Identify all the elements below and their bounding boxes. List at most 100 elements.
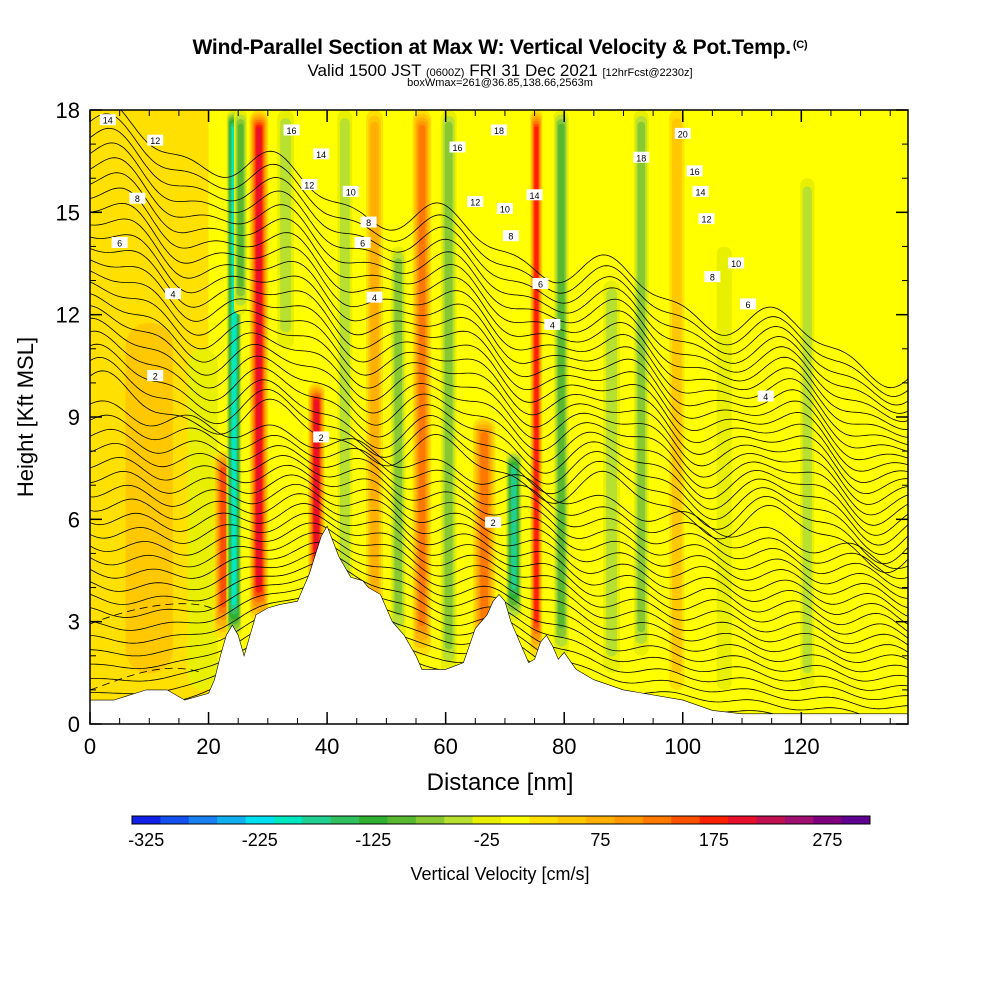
colorbar-swatch [387,816,417,824]
valid-utc: (0600Z) [425,67,465,79]
colorbar-swatch [614,816,644,824]
contour-label: 20 [674,127,691,139]
colorbar-swatch [472,816,502,824]
contour-label: 18 [491,124,507,136]
contour-label: 10 [728,257,745,269]
contour-label: 6 [111,237,128,249]
isentrope-line-dashed [90,603,216,625]
velocity-band [237,123,244,288]
contour-label: 8 [129,192,146,204]
copyright-mark: (C) [792,39,808,51]
isentrope-line [90,172,908,430]
contour-label: 2 [485,516,502,528]
contour-label-text: 16 [452,143,462,153]
contour-label-box [164,288,181,300]
isentrope-line [90,503,908,639]
y-tick-label: 18 [56,98,80,123]
colorbar-swatch [302,816,332,824]
colorbar-swatch [444,816,474,824]
isentrope-line [90,400,908,570]
contour-label: 16 [283,124,300,136]
contour-label-box [147,134,164,146]
contour-label-text: 4 [550,320,555,330]
contour-label: 2 [313,431,330,443]
isentrope-line [90,541,908,673]
isentrope-line [90,522,908,654]
velocity-band [480,431,488,627]
contour-label-text: 10 [346,187,356,197]
contour-label: 18 [633,151,650,163]
contour-label-box [692,185,709,197]
isentrope-line [90,428,908,589]
colorbar-swatch [501,816,530,824]
contour-label-box [674,127,691,139]
contour-label-box [360,216,377,228]
contour-label-text: 20 [678,129,688,139]
colorbar-swatch [217,816,247,824]
x-tick-label: 120 [783,734,820,759]
colorbar-tick-label: 275 [812,830,842,850]
contour-label: 14 [313,148,330,160]
velocity-band [716,246,732,690]
chart-title-text: Wind-Parallel Section at Max W: Vertical… [192,36,792,59]
velocity-band [606,288,618,657]
velocity-band [340,118,350,589]
colorbar-swatch [813,816,843,824]
contour-label-text: 12 [470,198,480,208]
valid-time-line: Valid 1500 JST (0600Z) FRI 31 Dec 2021 [… [0,61,1000,81]
contour-label-text: 12 [150,136,160,146]
contour-label: 12 [147,134,164,146]
velocity-band [418,124,426,627]
colorbar-swatch [330,816,360,824]
contour-label-box [313,431,330,443]
contour-label-box [686,165,703,177]
y-tick-label: 9 [68,405,80,430]
colorbar: -325 -225 -125 -25 75 175 275 [128,815,871,850]
contour-label: 10 [342,185,359,197]
contour-label-box [354,237,371,249]
contour-label-box [491,124,507,136]
contour-label: 8 [360,216,377,228]
contour-label-box [532,277,549,289]
contour-label: 12 [467,196,484,208]
isentrope-line [90,356,908,565]
colorbar-swatch [728,816,757,824]
contour-label-text: 14 [316,150,326,160]
box-info: boxWmax=261@36.85,138.66,2563m [407,77,593,89]
isentrope-line [90,187,908,438]
x-axis-label: Distance [nm] [427,769,574,796]
velocity-band [256,126,262,588]
colorbar-tick-label: -325 [128,830,164,850]
contour-label-box [449,141,466,153]
terrain-mask [90,525,908,724]
colorbar-tick-label: 75 [590,830,610,850]
isentrope-line-dashed [90,667,201,691]
contour-label-text: 6 [117,239,122,249]
x-tick-label: 100 [664,734,701,759]
contour-label-box [544,318,561,330]
contour-label-box [313,148,330,160]
contour-label-text: 6 [538,279,543,289]
isentrope-line [90,281,908,505]
contour-label-text: 2 [153,372,158,382]
contour-label-box [698,213,715,225]
contour-label-text: 8 [135,194,140,204]
x-tick-label: 20 [196,734,220,759]
contour-label-text: 8 [366,218,371,228]
contour-label-text: 4 [763,392,768,402]
contour-label-box [147,370,164,382]
contour-label-text: 16 [690,167,700,177]
isentrope-line [90,157,908,422]
contour-label-text: 8 [508,232,513,242]
colorbar-swatch [245,816,275,824]
contour-label-text: 4 [170,290,175,300]
isentrope-line [90,248,908,472]
contour-label: 14 [99,114,116,126]
isentrope-line [90,142,908,414]
contour-label-text: 6 [745,300,750,310]
velocity-band [444,121,453,650]
velocity-band [125,322,173,674]
velocity-band [394,258,402,616]
contour-label-box [526,189,543,201]
colorbar-tick-label: -225 [242,830,278,850]
